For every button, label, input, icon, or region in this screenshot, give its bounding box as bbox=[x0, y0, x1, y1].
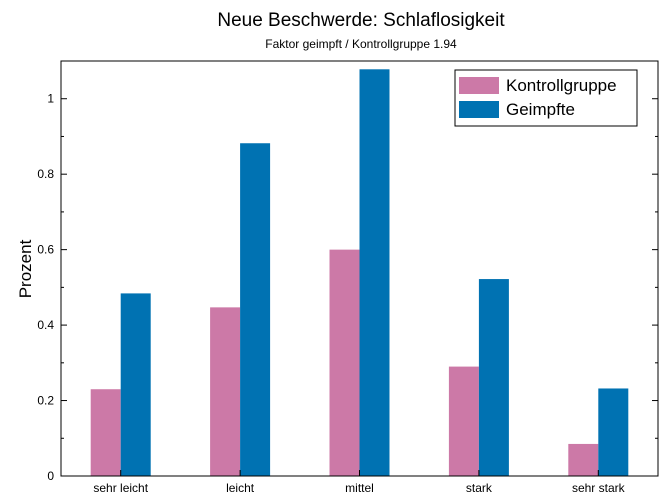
legend-swatch bbox=[459, 101, 499, 118]
bar-kontrollgruppe-4 bbox=[568, 443, 599, 476]
bars-layer bbox=[90, 69, 629, 477]
y-tick-label: 0.8 bbox=[37, 167, 54, 181]
chart-title: Neue Beschwerde: Schlaflosigkeit bbox=[217, 10, 505, 31]
legend-swatch bbox=[459, 77, 499, 94]
chart-subtitle: Faktor geimpft / Kontrollgruppe 1.94 bbox=[265, 37, 457, 51]
bar-kontrollgruppe-3 bbox=[448, 366, 479, 476]
x-tick-label: sehr leicht bbox=[93, 481, 148, 495]
bar-geimpfte-0 bbox=[120, 293, 151, 476]
bar-kontrollgruppe-1 bbox=[210, 307, 241, 476]
y-tick-label: 0.6 bbox=[37, 243, 54, 257]
axes-layer: 0 0.2 0.4 0.6 0.8 1 sehr leicht leicht mittel sta… bbox=[37, 60, 659, 495]
bar-kontrollgruppe-2 bbox=[329, 249, 360, 476]
x-tick-label: mittel bbox=[345, 481, 374, 495]
y-tick-label: 0.4 bbox=[37, 318, 54, 332]
bar-geimpfte-2 bbox=[359, 69, 390, 477]
legend: Kontrollgruppe Geimpfte bbox=[454, 69, 638, 127]
x-tick-label: stark bbox=[466, 481, 493, 495]
x-tick-label: sehr stark bbox=[572, 481, 626, 495]
y-tick-label: 0.2 bbox=[37, 394, 54, 408]
y-axis-label: Prozent bbox=[16, 239, 35, 298]
bar-geimpfte-3 bbox=[478, 279, 509, 476]
bar-kontrollgruppe-0 bbox=[90, 389, 121, 476]
bar-geimpfte-4 bbox=[598, 388, 629, 476]
y-tick-label: 1 bbox=[47, 92, 54, 106]
legend-label: Kontrollgruppe bbox=[506, 76, 617, 95]
legend-label: Geimpfte bbox=[506, 100, 575, 119]
y-tick-label: 0 bbox=[47, 469, 54, 483]
bar-geimpfte-1 bbox=[240, 143, 271, 476]
x-tick-label: leicht bbox=[226, 481, 255, 495]
